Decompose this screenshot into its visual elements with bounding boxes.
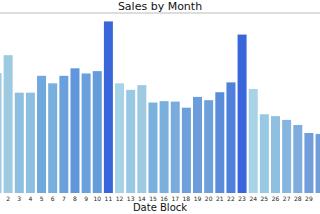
bars [0,21,320,193]
bar [93,71,102,193]
bar [171,102,180,193]
bar [137,85,146,193]
x-tick-label: 19 [194,195,202,202]
bar [293,125,302,193]
bar [271,116,280,193]
bar [4,55,13,193]
x-tick-label: 20 [205,195,213,202]
x-tick-label: 7 [62,195,66,202]
x-tick-label: 24 [249,195,257,202]
bar [37,76,46,193]
bar [70,68,79,193]
x-tick-label: 16 [160,195,168,202]
bar [148,103,157,193]
bar [82,73,91,193]
x-tick-label: 23 [238,195,246,202]
bar [238,35,247,193]
bar [204,100,213,193]
x-tick-label: 21 [216,195,224,202]
bar [115,83,124,193]
bar [59,76,68,193]
x-tick-label: 5 [40,195,44,202]
x-tick-label: 17 [171,195,179,202]
x-tick-label: 29 [305,195,313,202]
bar [26,93,35,193]
x-tick-label: 12 [116,195,124,202]
x-tick-label: 27 [283,195,291,202]
title: Sales by Month [118,0,202,13]
bar [193,97,202,193]
x-tick-label: 14 [138,195,146,202]
x-tick-label: 25 [261,195,269,202]
x-tick-label: 6 [51,195,55,202]
bar [15,93,24,193]
x-tick-label: 9 [84,195,88,202]
x-tick-label: 18 [183,195,191,202]
x-tick-label: 13 [127,195,135,202]
bar [160,101,169,193]
bar [282,120,291,193]
bar [0,73,2,193]
bar [260,114,269,193]
x-tick-label: 28 [294,195,302,202]
x-tick-label: 10 [93,195,101,202]
x-tick-label: 26 [272,195,280,202]
x-tick-label: 3 [17,195,21,202]
bar [126,90,135,193]
x-tick-label: 2 [6,195,10,202]
bar [104,21,113,193]
chart: Sales by Month 23 456789 10 11121314151617 18… [0,0,320,214]
x-tick-label: 15 [149,195,157,202]
bar [215,92,224,193]
x-tick-label: 22 [227,195,235,202]
bar [226,82,235,193]
bar [304,133,313,193]
x-tick-label: 4 [29,195,33,202]
bar [316,134,320,193]
x-tick-label: 8 [73,195,77,202]
x-axis-label: Date Block [133,202,187,213]
bar [182,108,191,193]
bar [48,83,57,193]
x-tick-label: 11 [105,195,113,202]
bar [249,89,258,193]
